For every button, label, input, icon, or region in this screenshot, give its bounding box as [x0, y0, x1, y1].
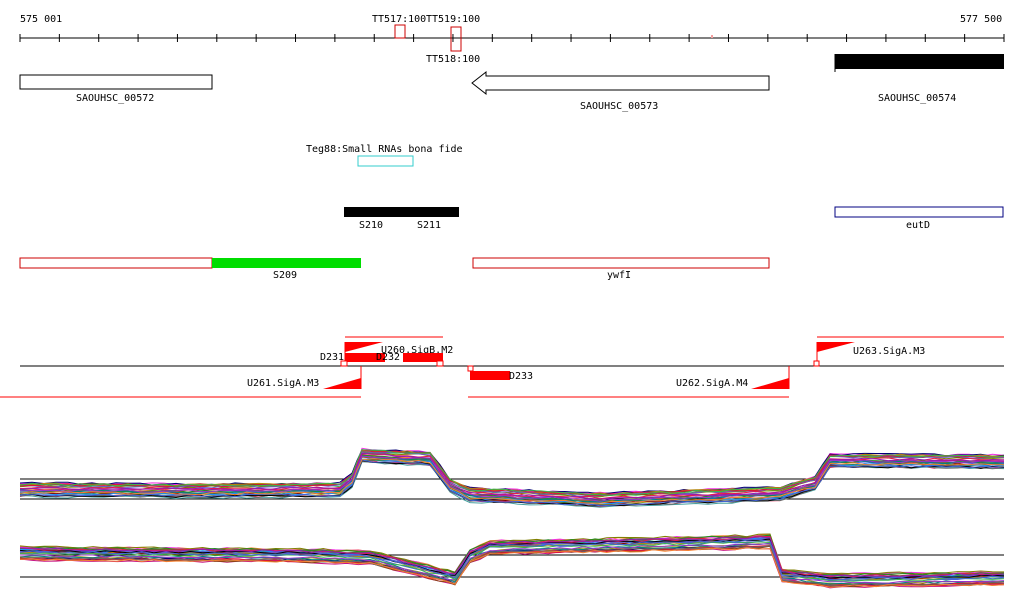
promoter-u262-siga-m4[interactable] — [751, 378, 789, 389]
operon-left-outline[interactable] — [19, 257, 213, 269]
srna-teg88[interactable] — [357, 155, 414, 167]
downshift-label-d233: D233 — [509, 371, 533, 382]
coordinate-ruler: 575 001 577 500 — [19, 14, 1005, 42]
expression-profile-line — [19, 454, 1005, 500]
promoter-u261-siga-m3[interactable] — [323, 378, 361, 389]
ruler-start-label: 575 001 — [20, 14, 62, 25]
gene-label-saouhsc-00573: SAOUHSC_00573 — [580, 101, 658, 112]
downshift-label-d231: D231 — [320, 352, 344, 363]
expression-profile-line — [19, 538, 1005, 581]
operon-label-s209: S209 — [273, 270, 297, 281]
terminator-tt518[interactable] — [450, 26, 462, 52]
terminator-tt517[interactable] — [394, 24, 406, 39]
downshift-d233-marker — [467, 365, 474, 372]
expression-profile-line — [19, 459, 1005, 507]
segment-track: S210 S211 eutD — [344, 206, 1004, 231]
segment-s210-s211[interactable] — [344, 207, 459, 217]
promoter-u263-marker — [813, 360, 820, 367]
downshift-d231-marker — [340, 360, 348, 367]
expression-profile-line — [19, 541, 1005, 582]
expression-track-lower — [19, 533, 1005, 589]
segment-label-s210: S210 — [359, 220, 383, 231]
operon-ywfi[interactable] — [472, 257, 770, 269]
terminator-track: TT517:100 TT519:100 TT518:100 — [372, 14, 713, 65]
terminator-minor-mark — [711, 35, 713, 38]
operon-label-ywfi: ywfI — [607, 270, 631, 281]
expression-profile-line — [19, 547, 1005, 588]
promoter-label-u262: U262.SigA.M4 — [676, 378, 748, 389]
srna-track: Teg88:Small RNAs bona fide — [306, 144, 463, 167]
gene-saouhsc-00574[interactable] — [835, 54, 1004, 69]
ruler-end-label: 577 500 — [960, 14, 1002, 25]
terminator-label-tt517: TT517:100 — [372, 14, 426, 25]
expression-profile-line — [19, 533, 1005, 575]
segment-eutd[interactable] — [834, 206, 1004, 218]
promoter-track: U260.SigB.M2 U263.SigA.M3 D231 D232 U261… — [0, 336, 1004, 398]
promoter-label-u263: U263.SigA.M3 — [853, 346, 925, 357]
downshift-d231[interactable] — [345, 353, 385, 362]
expression-profile-line — [19, 545, 1005, 587]
gene-label-saouhsc-00574: SAOUHSC_00574 — [878, 93, 956, 104]
gene-saouhsc-00572[interactable] — [19, 74, 213, 90]
expression-lower-profiles — [19, 533, 1005, 589]
expression-profile-line — [19, 452, 1005, 500]
gene-track: SAOUHSC_00572 SAOUHSC_00573 SAOUHSC_0057… — [19, 54, 1004, 112]
promoter-u263-siga-m3[interactable] — [817, 342, 855, 352]
downshift-label-d232: D232 — [376, 352, 400, 363]
gene-label-saouhsc-00572: SAOUHSC_00572 — [76, 93, 154, 104]
expression-profile-line — [19, 455, 1005, 503]
gene-saouhsc-00573[interactable] — [471, 70, 770, 96]
expression-upper-profiles — [19, 447, 1005, 508]
expression-profile-line — [19, 449, 1005, 496]
expression-profile-line — [19, 536, 1005, 577]
segment-label-eutd: eutD — [906, 220, 930, 231]
expression-profile-line — [19, 543, 1005, 584]
expression-track-upper — [19, 447, 1005, 508]
expression-profile-line — [19, 458, 1005, 504]
operon-track: S209 ywfI — [19, 257, 770, 281]
downshift-d232-marker — [436, 360, 444, 367]
promoter-label-u260: U260.SigB.M2 — [381, 345, 453, 356]
operon-s209[interactable] — [212, 258, 361, 268]
promoter-u260-sigb-m2[interactable] — [345, 342, 383, 352]
ruler-ticks — [19, 34, 1005, 42]
segment-label-s211: S211 — [417, 220, 441, 231]
srna-label-teg88: Teg88:Small RNAs bona fide — [306, 144, 463, 155]
downshift-d233[interactable] — [470, 371, 510, 380]
terminator-label-tt519: TT519:100 — [426, 14, 480, 25]
terminator-label-tt518: TT518:100 — [426, 54, 480, 65]
promoter-label-u261: U261.SigA.M3 — [247, 378, 319, 389]
expression-profile-line — [19, 455, 1005, 502]
downshift-d232[interactable] — [403, 353, 443, 362]
